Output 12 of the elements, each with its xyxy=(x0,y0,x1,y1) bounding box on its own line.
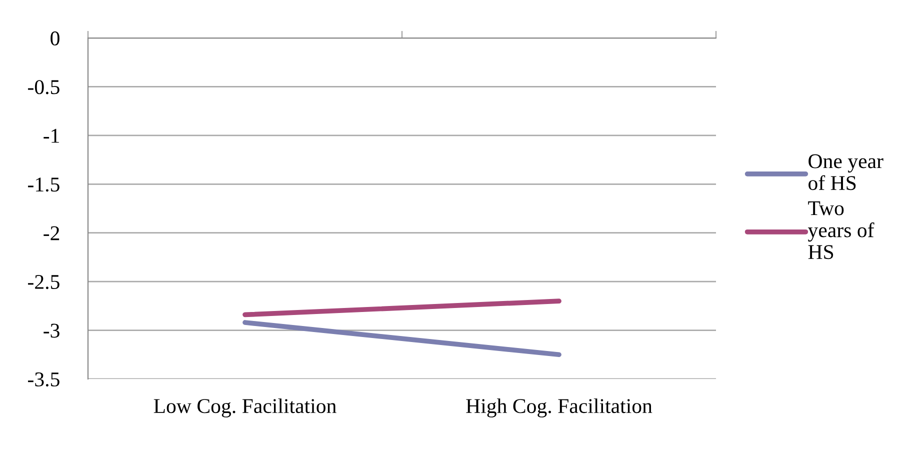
y-tick-label: -2.5 xyxy=(28,275,60,290)
y-tick-label: -0.5 xyxy=(28,80,60,94)
x-tick-label: Low Cog. Facilitation xyxy=(154,398,336,418)
legend-label: Two years of HS xyxy=(808,201,874,260)
y-tick-label: -3.5 xyxy=(28,372,60,387)
y-tick-label: -1 xyxy=(44,128,59,143)
y-tick-label: -1.5 xyxy=(28,178,60,192)
y-tick-label: -2 xyxy=(44,226,60,240)
x-tick-label: High Cog. Facilitation xyxy=(466,398,652,418)
y-tick-label: -3 xyxy=(44,324,60,338)
legend-label: One year of HS xyxy=(808,154,884,190)
y-tick-label: 0 xyxy=(50,31,60,46)
